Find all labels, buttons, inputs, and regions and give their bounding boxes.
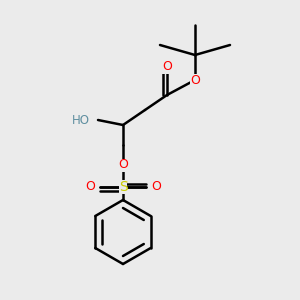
Text: S: S (118, 180, 127, 194)
Text: O: O (151, 181, 161, 194)
Text: HO: HO (72, 113, 90, 127)
Text: O: O (85, 181, 95, 194)
Text: O: O (190, 74, 200, 86)
Text: O: O (162, 61, 172, 74)
Text: O: O (118, 158, 128, 172)
